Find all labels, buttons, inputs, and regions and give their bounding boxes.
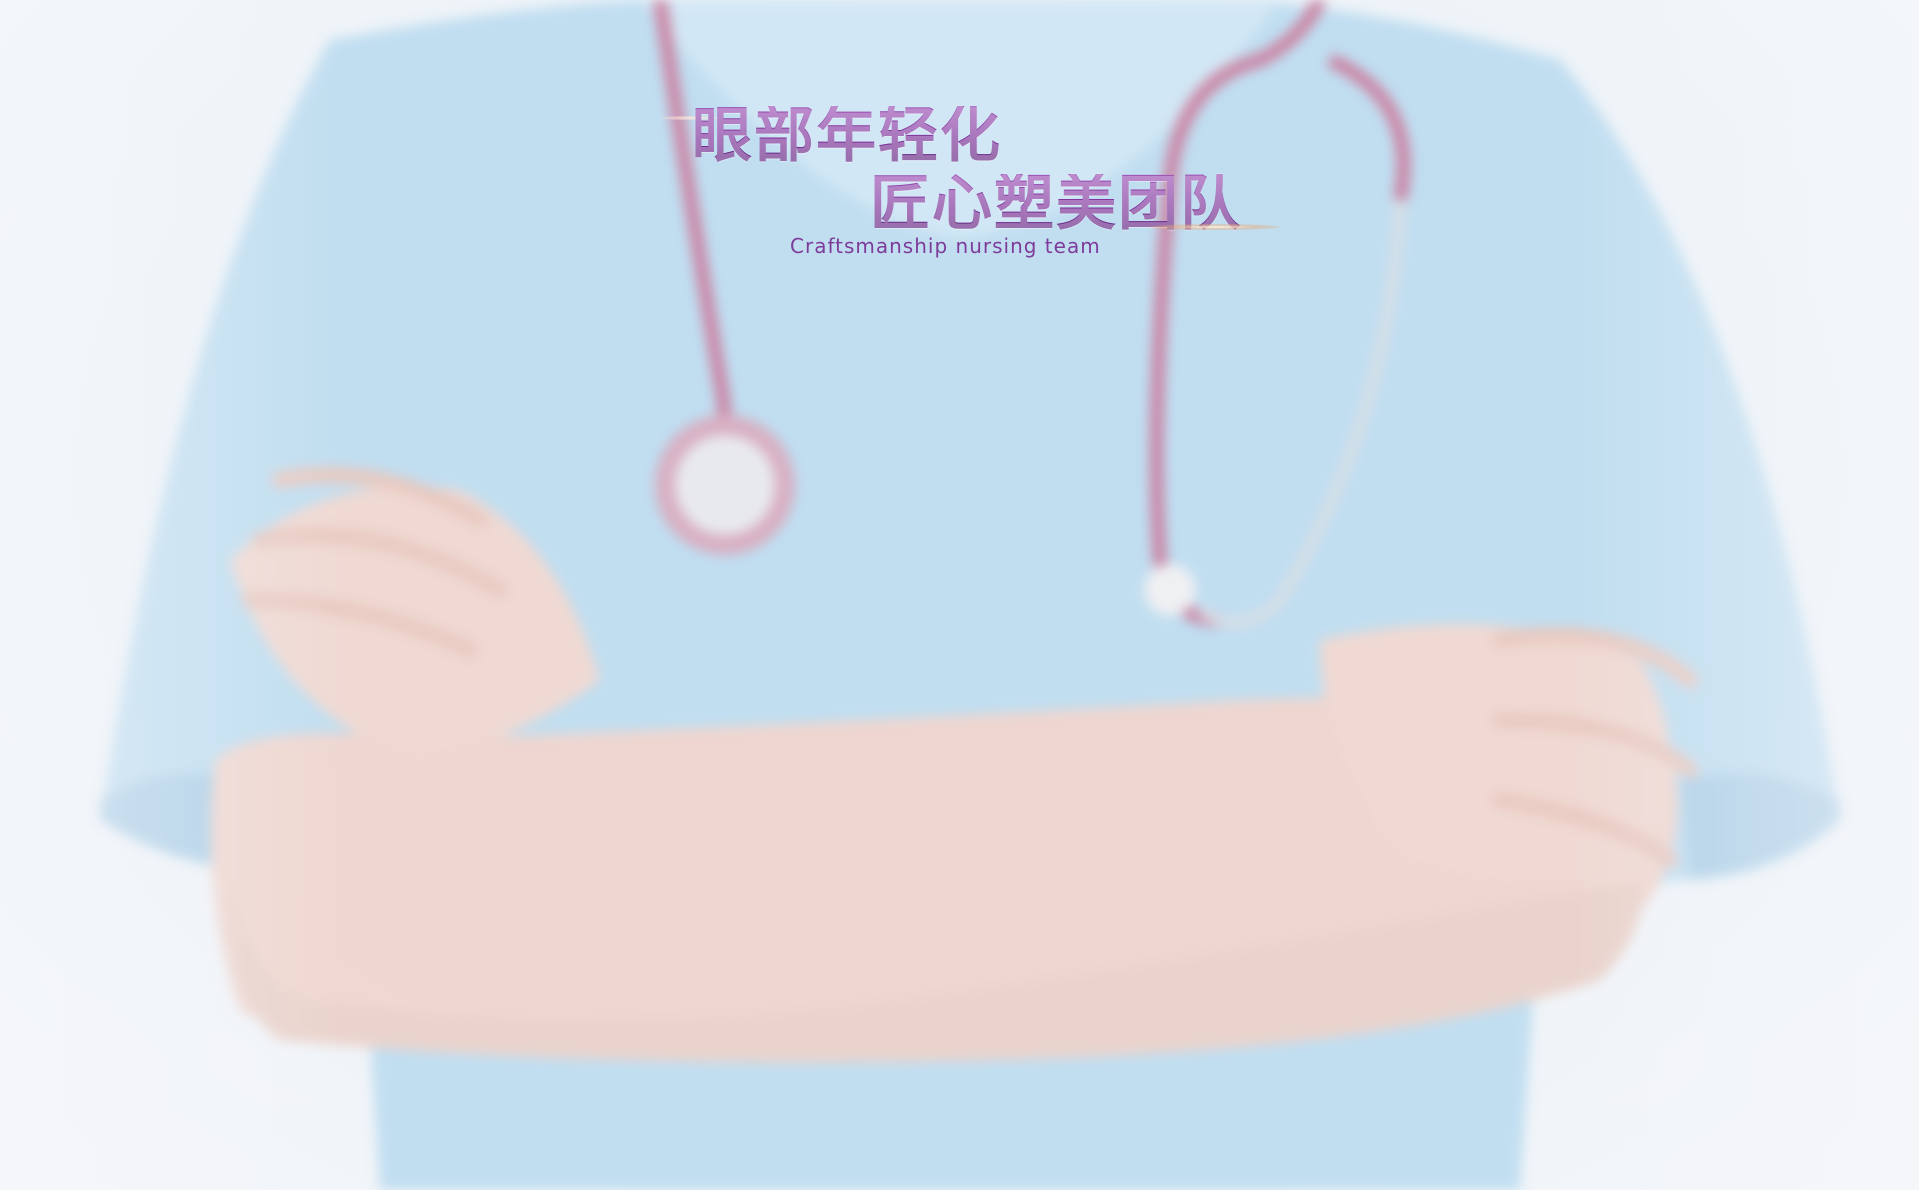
headline-line-1: 眼部年轻化 — [692, 101, 1002, 171]
subtitle: Craftsmanship nursing team — [790, 234, 1101, 258]
sparkle-right-icon — [1150, 224, 1280, 230]
banner-title-block: 眼部年轻化 匠心塑美团队 Craftsmanship nursing team — [660, 96, 1320, 276]
sparkle-left-icon — [660, 116, 720, 120]
